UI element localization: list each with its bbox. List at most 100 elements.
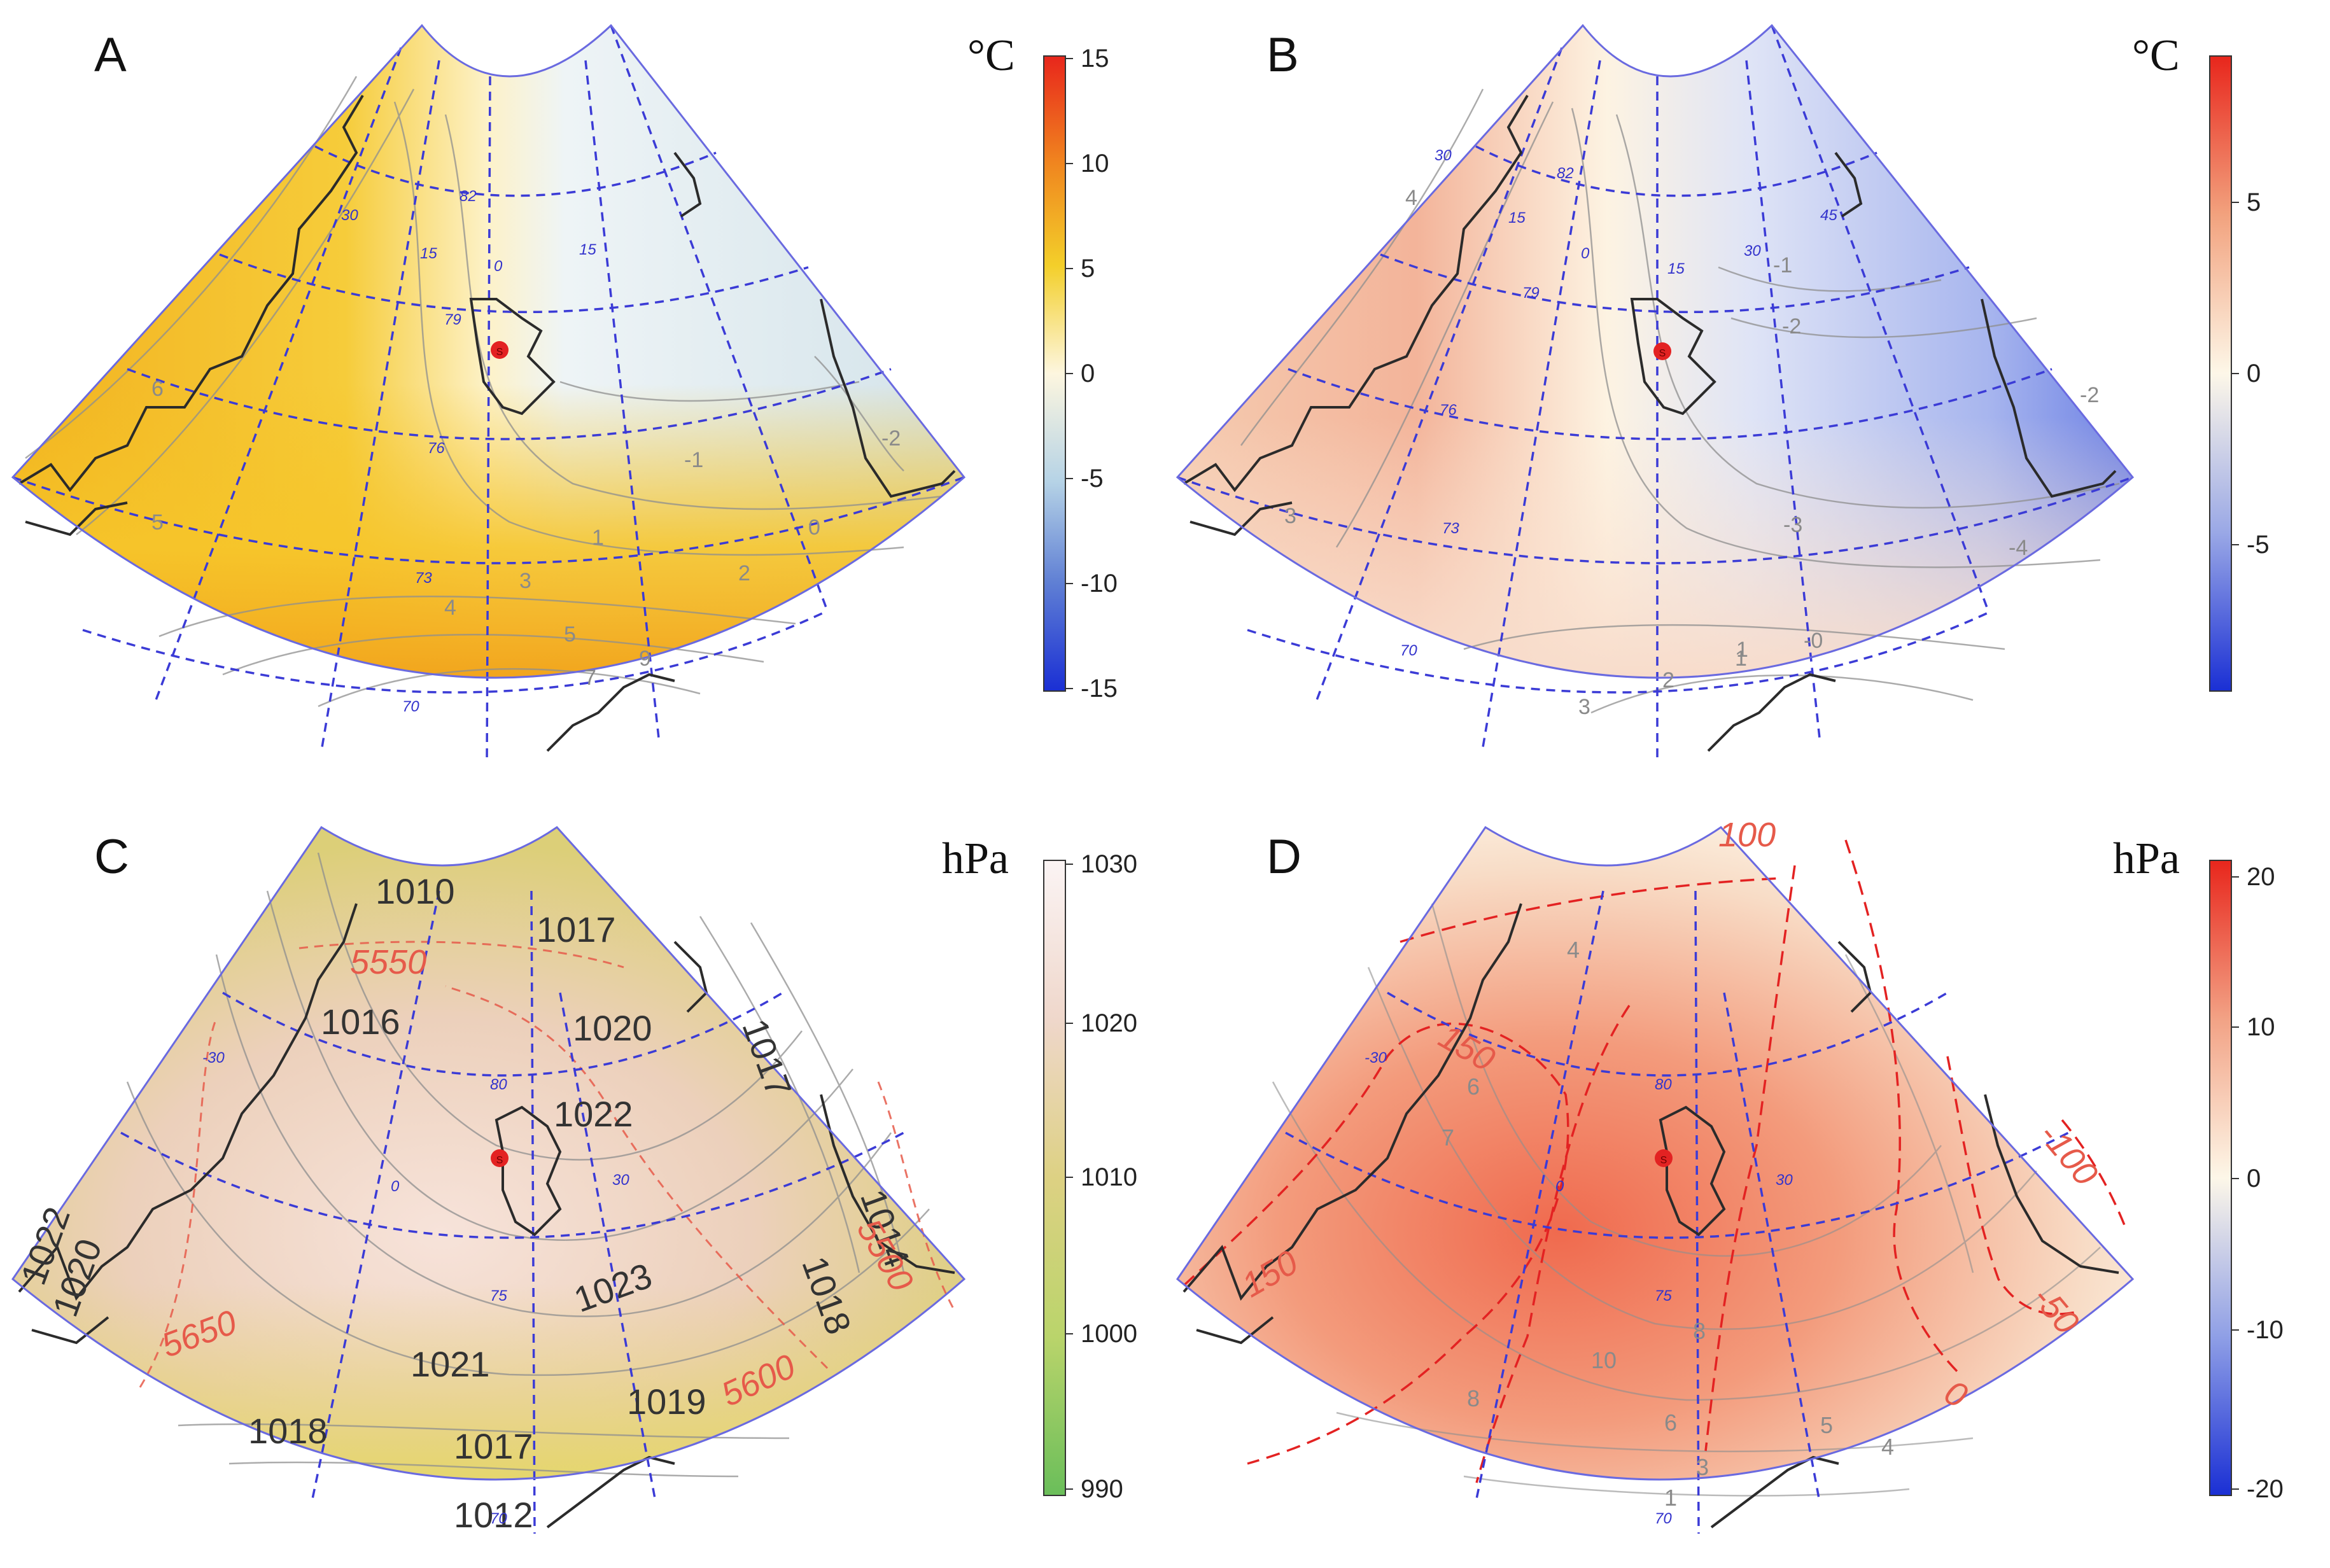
panel-b-graticule [1177,25,2133,764]
panel-a-unit: °C [967,31,1015,80]
colorbar-tick: -5 [2247,531,2270,559]
panel-b-contour-label: 2 [1662,668,1674,692]
panel-b-label: B [1267,28,1299,82]
panel-b-contours [1240,88,2120,714]
panel-c-grid-label: 70 [490,1510,507,1527]
panel-d-unit: hPa [2113,834,2180,883]
panel-a-contour-label: 6 [151,377,164,401]
colorbar-tick: -10 [2247,1316,2284,1344]
panel-d-field [1177,827,2133,1480]
panel-b-contour-label: -2 [1782,314,1801,339]
panel-a-contour-label: 4 [444,596,456,620]
panel-c-contour-label: 1017 [537,909,616,949]
panel-d-grid-label: -30 [1365,1049,1387,1067]
panel-d-contour-label: 10 [1591,1347,1617,1373]
panel-a-grid-label: 76 [428,440,445,457]
panel-b-contour-label: -0 [1804,629,1823,653]
panel-b: S 4 3 1 2 3 -1 -2 -3 -4 1 -0 -2 30 15 82… [1176,24,2270,764]
panel-a-grid-label: 0 [494,258,503,275]
panel-a-colorbar [1043,55,1066,692]
colorbar-tick: 0 [2247,360,2261,388]
panel-a-coastlines [18,94,956,752]
panel-c-contour-label: 1012 [454,1495,533,1535]
panel-b-contour-label: -3 [1783,513,1802,537]
panel-b-station-marker [1653,342,1671,360]
panel-c-contours [126,852,930,1478]
panel-b-grid-label: 0 [1581,245,1590,262]
panel-d-contour-label: 6 [1664,1410,1677,1436]
panel-b-grid-label: 30 [1435,147,1452,164]
panel-b-grid-label: 45 [1820,207,1837,224]
colorbar-tick: 1020 [1081,1009,1137,1037]
panel-c-contour-label: 1019 [627,1382,706,1422]
panel-b-contour-label: -4 [2009,536,2028,560]
colorbar-tick: 0 [2247,1165,2261,1193]
panel-b-boundary [1176,24,2135,679]
panel-a-contour-label: 9 [639,647,651,671]
colorbar-tick: 0 [1081,360,1095,388]
panel-b-contour-label: 1 [1735,647,1747,671]
panel-b-grid-label: 30 [1744,242,1761,260]
colorbar-tick: 1000 [1081,1320,1137,1348]
panel-d-station-label: S [1660,1155,1667,1166]
panel-d-contour-label: 3 [1696,1454,1709,1480]
panel-d-grid-label: 70 [1655,1510,1672,1527]
panel-a-grid-label: 30 [341,207,358,224]
panel-a-contour-label: 5 [151,510,164,535]
panel-b-grid-label: 76 [1440,402,1457,419]
colorbar-tick: 1030 [1081,850,1137,878]
colorbar-tick: 15 [1081,45,1109,73]
panel-b-contour-label: 3 [1284,504,1296,528]
panel-a-contour-label: 1 [592,526,604,550]
panel-c-colorbar-ticks: 1030 1020 1010 1000 990 [1065,850,1137,1503]
colorbar-tick: -10 [1081,570,1118,598]
panel-c-height-contours [139,941,956,1388]
panel-c-grid-labels: -30 80 0 30 75 70 [202,1049,629,1527]
panel-c-unit: hPa [942,834,1009,883]
panel-b-grid-label: 15 [1667,260,1685,277]
colorbar-tick: -20 [2247,1475,2284,1503]
panel-d-height-contours [1183,839,2127,1483]
panel-a-station-label: S [496,347,503,358]
panel-a-contour-label: -1 [684,448,703,472]
panel-d-grid-labels: -30 80 0 30 75 70 [1365,1049,1793,1527]
panel-d-colorbar-ticks: 20 10 0 -10 -20 [2231,863,2284,1503]
panel-d-grid-label: 75 [1655,1287,1672,1305]
panel-b-contour-label: 4 [1405,186,1417,210]
panel-b-contour-label: -2 [2080,383,2099,407]
panel-c-grid-label: 80 [490,1076,507,1093]
panel-b-grid-label: 79 [1522,284,1540,302]
colorbar-tick: -5 [1081,465,1104,493]
panel-c-boundary [11,825,966,1481]
panel-d-grid-label: 80 [1655,1076,1672,1093]
panel-d-contour-label: 8 [1693,1318,1706,1344]
panel-c-grid-label: 0 [391,1178,400,1195]
panel-a-grid-label: 73 [415,570,432,587]
panel-d-graticule [1285,890,2069,1534]
colorbar-tick: 20 [2247,863,2275,891]
panel-c-low-overlay [13,827,964,1480]
colorbar-tick: 1010 [1081,1163,1137,1191]
panel-a-grid-label: 70 [402,698,419,715]
panel-b-unit: °C [2132,31,2180,80]
panel-d-grid-label: 30 [1776,1172,1793,1189]
colorbar-tick: 990 [1081,1475,1123,1503]
panel-d-station-marker [1655,1149,1673,1167]
panel-c-grid-label: 75 [490,1287,507,1305]
panel-d-contour-labels: 4 6 7 8 10 8 6 5 4 3 1 [1442,937,1894,1511]
panel-b-grid-label: 82 [1557,165,1574,182]
panel-c-grid-label: -30 [202,1049,225,1067]
panel-a-grid-label: 82 [460,188,477,205]
panel-b-contour-labels: 4 3 1 2 3 -1 -2 -3 -4 1 -0 -2 [1284,186,2099,719]
panel-d-boundary [1176,825,2135,1481]
panel-a-station-marker [491,341,509,359]
panel-a-contours [25,76,943,708]
panel-c-colorbar [1043,860,1066,1496]
panel-b-contour-label: 3 [1578,695,1590,719]
panel-a-grid-label: 15 [420,245,437,262]
panel-b-colorbar-ticks: 5 0 -5 [2231,188,2270,559]
panel-d-contour-label: 1 [1664,1485,1677,1511]
panel-c-label: C [94,830,129,884]
panel-c-contour-label: 1016 [321,1002,400,1042]
